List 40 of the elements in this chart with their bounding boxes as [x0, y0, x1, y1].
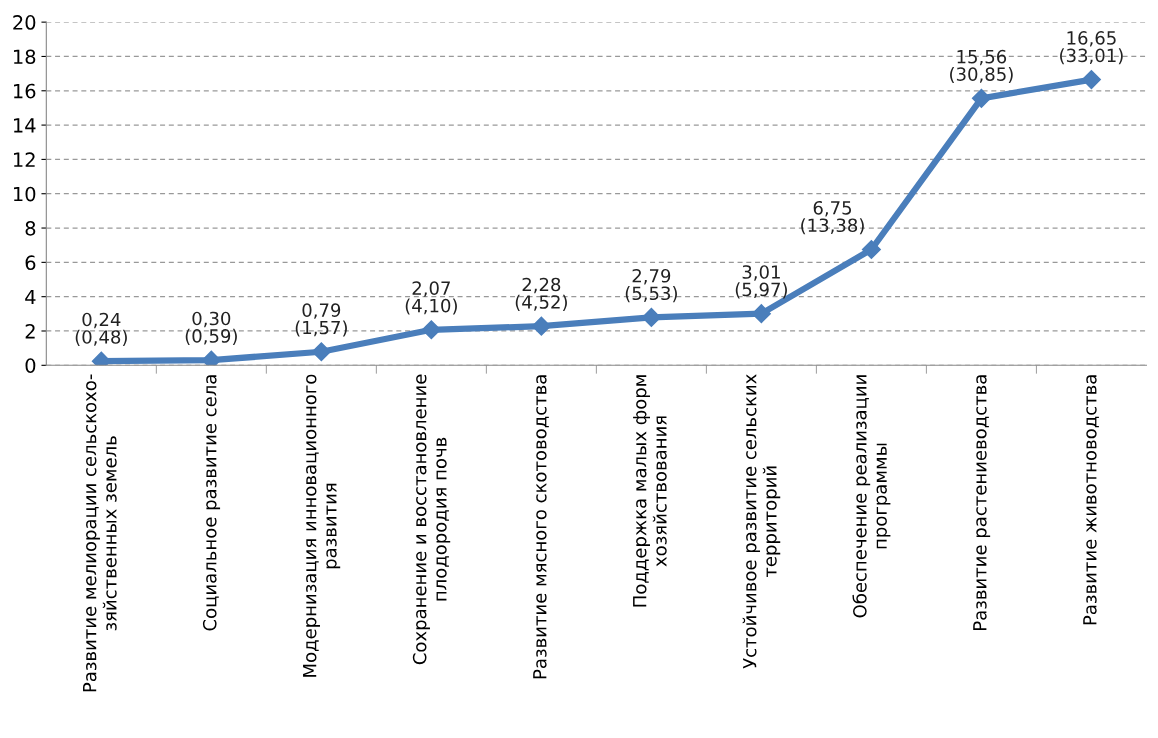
- y-tick-label: 4: [25, 289, 36, 305]
- x-tick-label: Социальное развитие села: [202, 375, 221, 631]
- data-label: 0,24 (0,48): [75, 312, 127, 346]
- x-tick-label: Развитие мясного скотоводства: [533, 375, 549, 679]
- x-tick-label: Сохранение и восстановление плодородия почв: [412, 374, 451, 665]
- data-label: 15,56 (30,85): [950, 49, 1013, 84]
- x-tick-label: Поддержка малых форм хозяйствования: [633, 375, 667, 607]
- data-label: 2,79 (5,53): [625, 268, 677, 303]
- point: [751, 304, 771, 324]
- data-label: 16,65 (33,01): [1060, 31, 1123, 65]
- y-tick-label: 8: [25, 221, 36, 236]
- y-tick-label: 0: [25, 358, 36, 373]
- data-label: 2,28 (4,52): [515, 277, 567, 311]
- y-tick-label: 6: [25, 255, 36, 271]
- point: [861, 239, 881, 260]
- y-tick-label: 20: [13, 15, 36, 30]
- data-label: 3,01 (5,97): [735, 265, 787, 299]
- point: [971, 88, 991, 108]
- x-tick-label: Развитие мелиорации сельскохо- зяйственных земель: [83, 374, 117, 692]
- x-tick-label: Обеспечение реализации программы: [852, 375, 891, 618]
- y-tick-label: 16: [13, 83, 36, 99]
- point: [531, 316, 551, 336]
- y-tick-label: 2: [25, 323, 35, 339]
- y-tick-label: 14: [13, 118, 36, 133]
- point: [421, 320, 441, 340]
- point: [641, 307, 661, 327]
- x-tick-label: Развитие животноводства: [1083, 375, 1099, 625]
- data-label: 6,75 (13,38): [801, 200, 864, 235]
- data-label: 2,07 (4,10): [405, 281, 457, 315]
- x-tick-label: Развитие растениеводства: [973, 375, 991, 630]
- y-tick-label: 18: [13, 49, 36, 65]
- point: [201, 350, 221, 366]
- point: [1081, 70, 1101, 90]
- x-tick-label: Модернизация инновационного развития: [303, 374, 341, 677]
- data-label: 0,79 (1,57): [295, 303, 347, 337]
- data-label: 0,30 (0,59): [185, 311, 237, 345]
- y-tick-label: 10: [13, 186, 36, 202]
- x-tick-label: Устойчивое развитие сельских территорий: [742, 374, 781, 669]
- point: [311, 342, 331, 362]
- y-tick-label: 12: [13, 152, 35, 167]
